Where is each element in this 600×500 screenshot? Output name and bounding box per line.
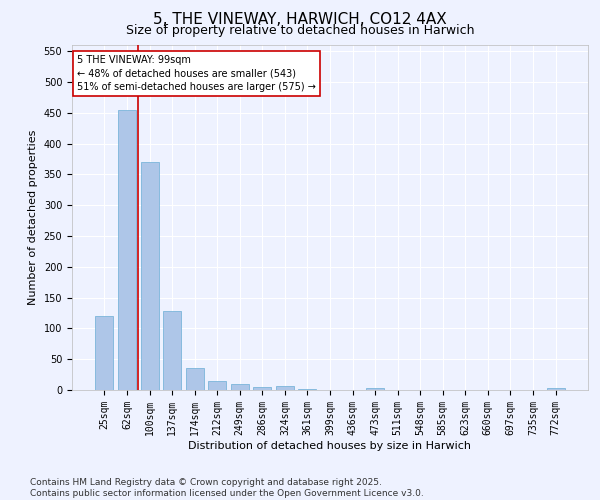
- Bar: [118, 110, 136, 390]
- Text: Size of property relative to detached houses in Harwich: Size of property relative to detached ho…: [126, 24, 474, 37]
- Bar: [95, 316, 113, 390]
- Bar: [253, 387, 271, 390]
- Bar: [185, 368, 204, 390]
- Text: 5 THE VINEWAY: 99sqm
← 48% of detached houses are smaller (543)
51% of semi-deta: 5 THE VINEWAY: 99sqm ← 48% of detached h…: [77, 56, 316, 92]
- X-axis label: Distribution of detached houses by size in Harwich: Distribution of detached houses by size …: [188, 440, 472, 450]
- Bar: [231, 384, 249, 390]
- Text: 5, THE VINEWAY, HARWICH, CO12 4AX: 5, THE VINEWAY, HARWICH, CO12 4AX: [153, 12, 447, 28]
- Bar: [140, 162, 158, 390]
- Bar: [366, 388, 384, 390]
- Y-axis label: Number of detached properties: Number of detached properties: [28, 130, 38, 305]
- Bar: [276, 386, 294, 390]
- Bar: [547, 388, 565, 390]
- Bar: [208, 382, 226, 390]
- Bar: [163, 311, 181, 390]
- Text: Contains HM Land Registry data © Crown copyright and database right 2025.
Contai: Contains HM Land Registry data © Crown c…: [30, 478, 424, 498]
